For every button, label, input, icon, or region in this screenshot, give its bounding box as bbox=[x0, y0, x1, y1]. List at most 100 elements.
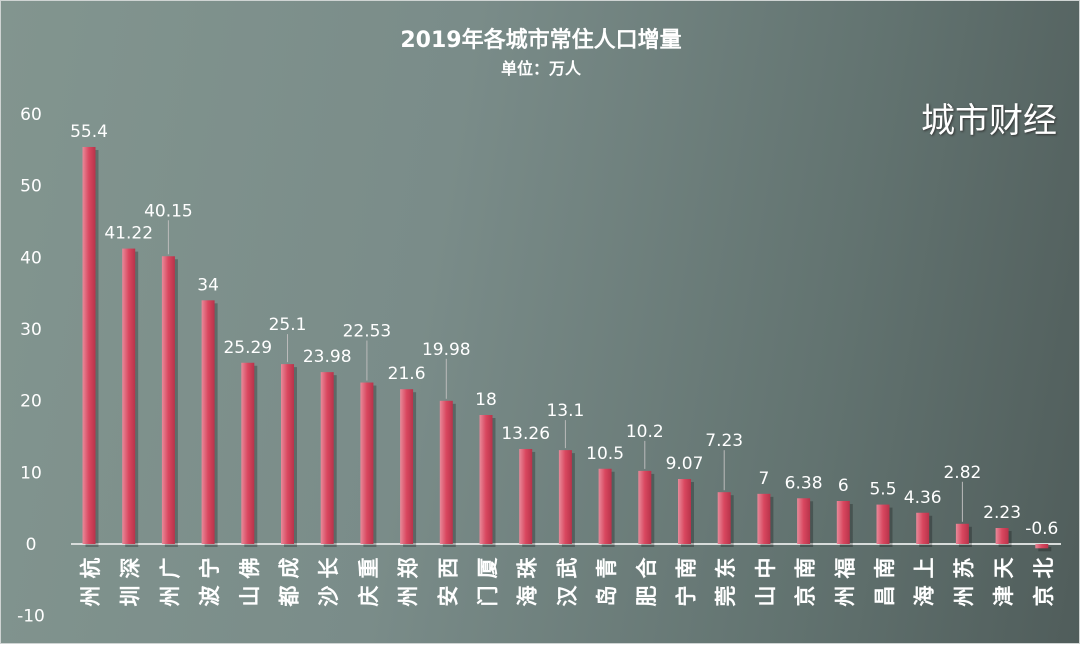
x-tick-label: 昌 bbox=[873, 586, 897, 607]
data-label: 7 bbox=[758, 469, 769, 489]
x-tick-label: 郑 bbox=[397, 558, 421, 579]
bar bbox=[400, 389, 414, 544]
x-tick-label: 庆 bbox=[357, 586, 381, 607]
x-tick-label: 苏 bbox=[952, 558, 976, 579]
x-tick-label: 沙 bbox=[317, 586, 341, 607]
data-label: 10.2 bbox=[626, 422, 664, 442]
x-tick-label: 重 bbox=[357, 558, 381, 579]
bar bbox=[320, 372, 334, 544]
y-tick-label: 10 bbox=[20, 463, 42, 483]
x-tick-label: 合 bbox=[635, 557, 659, 579]
bar bbox=[717, 492, 731, 544]
data-label: 2.82 bbox=[943, 463, 981, 483]
watermark: 城市财经 bbox=[921, 101, 1057, 141]
x-tick-label: 厦 bbox=[476, 558, 500, 579]
x-tick-label: 海 bbox=[516, 586, 540, 607]
x-tick-label: 西 bbox=[436, 558, 460, 579]
bar bbox=[916, 512, 930, 544]
bar bbox=[281, 364, 294, 544]
bar bbox=[479, 415, 493, 544]
x-tick-label: 珠 bbox=[516, 557, 540, 579]
data-label: 19.98 bbox=[422, 340, 471, 360]
x-tick-label: 汉 bbox=[555, 585, 579, 607]
x-tick-label: 北 bbox=[1032, 558, 1056, 579]
bar bbox=[161, 256, 175, 544]
x-tick-label: 南 bbox=[794, 558, 818, 579]
x-tick-label: 莞 bbox=[714, 586, 738, 607]
bar bbox=[1035, 544, 1049, 549]
chart-title: 2019年各城市常住人口增量 bbox=[400, 27, 681, 53]
y-tick-label: 30 bbox=[20, 320, 42, 340]
data-label: 41.22 bbox=[104, 224, 153, 244]
x-tick-label: 天 bbox=[992, 557, 1016, 579]
data-label: 7.23 bbox=[705, 431, 743, 451]
x-tick-label: 州 bbox=[952, 586, 976, 607]
data-label: 34 bbox=[197, 275, 219, 295]
y-tick-label: 60 bbox=[20, 105, 42, 125]
data-label: 40.15 bbox=[144, 201, 193, 221]
bar bbox=[678, 478, 691, 544]
data-label: 9.07 bbox=[666, 454, 704, 474]
data-label: 6.38 bbox=[785, 473, 823, 493]
x-tick-label: 南 bbox=[675, 558, 699, 579]
data-label: 18 bbox=[475, 390, 497, 410]
data-label: 13.1 bbox=[546, 401, 584, 421]
data-label: 2.23 bbox=[983, 503, 1021, 523]
data-label: 4.36 bbox=[904, 488, 942, 508]
data-label: 25.1 bbox=[269, 315, 307, 335]
y-tick-label: 0 bbox=[26, 535, 37, 555]
bar bbox=[82, 146, 96, 544]
x-tick-label: 中 bbox=[754, 558, 778, 579]
bar bbox=[558, 450, 572, 544]
bar bbox=[955, 523, 969, 544]
data-label: -0.6 bbox=[1025, 519, 1058, 539]
x-tick-label: 广 bbox=[158, 558, 182, 579]
bar bbox=[241, 362, 255, 544]
x-tick-label: 京 bbox=[794, 586, 818, 607]
data-label: 10.5 bbox=[586, 444, 624, 464]
x-tick-label: 宁 bbox=[675, 586, 699, 607]
bar bbox=[439, 400, 453, 544]
bar bbox=[122, 248, 136, 544]
x-tick-label: 长 bbox=[317, 557, 341, 579]
bar bbox=[876, 504, 890, 544]
x-tick-label: 南 bbox=[873, 558, 897, 579]
data-label: 13.26 bbox=[501, 424, 550, 444]
data-label: 55.4 bbox=[70, 122, 108, 142]
x-tick-label: 东 bbox=[714, 558, 738, 579]
x-tick-label: 海 bbox=[913, 586, 937, 607]
bar-shadow bbox=[1038, 547, 1052, 552]
x-tick-label: 圳 bbox=[119, 586, 143, 607]
bar bbox=[638, 470, 652, 544]
x-tick-label: 安 bbox=[436, 586, 460, 607]
chart-subtitle: 单位：万人 bbox=[501, 59, 582, 78]
y-tick-label: 20 bbox=[20, 392, 42, 412]
x-tick-label: 肥 bbox=[635, 586, 659, 607]
y-tick-label: 40 bbox=[20, 248, 42, 268]
bar bbox=[519, 448, 533, 544]
data-label: 5.5 bbox=[869, 480, 896, 500]
x-tick-label: 京 bbox=[1032, 586, 1056, 607]
bar bbox=[995, 528, 1009, 544]
x-tick-label: 山 bbox=[238, 586, 262, 607]
x-tick-label: 都 bbox=[278, 586, 302, 608]
bar bbox=[360, 382, 374, 544]
x-tick-label: 州 bbox=[397, 586, 421, 607]
x-tick-label: 州 bbox=[158, 586, 182, 607]
data-label: 25.29 bbox=[223, 338, 272, 358]
data-label: 22.53 bbox=[343, 322, 392, 342]
x-tick-label: 上 bbox=[913, 558, 937, 579]
x-tick-label: 武 bbox=[555, 558, 579, 579]
x-tick-label: 州 bbox=[833, 586, 857, 607]
x-tick-label: 波 bbox=[198, 585, 222, 607]
x-tick-label: 门 bbox=[476, 586, 500, 607]
data-label: 6 bbox=[838, 476, 849, 496]
bar bbox=[598, 468, 612, 544]
x-tick-label: 津 bbox=[992, 586, 1016, 607]
data-label: 21.6 bbox=[388, 364, 426, 384]
x-tick-label: 福 bbox=[833, 558, 857, 580]
x-tick-label: 成 bbox=[278, 558, 302, 579]
x-tick-label: 岛 bbox=[595, 586, 619, 607]
x-tick-label: 佛 bbox=[238, 558, 262, 580]
